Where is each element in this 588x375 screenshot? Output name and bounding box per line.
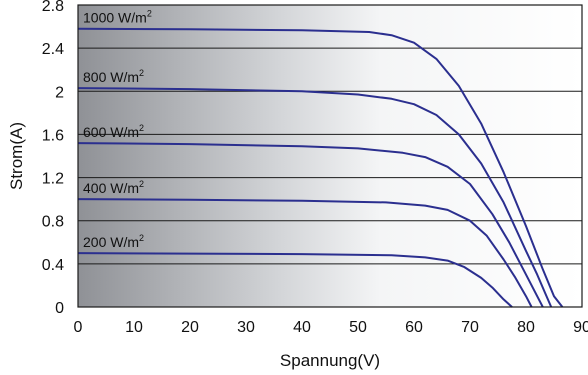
series-label-text: 800 W/m (83, 69, 139, 85)
y-tick-label: 2.4 (42, 41, 64, 58)
y-tick-label: 2 (55, 84, 64, 101)
y-tick-label: 0.4 (42, 257, 64, 274)
series-label-text: 400 W/m (83, 180, 139, 196)
x-tick-label: 80 (517, 319, 535, 336)
series-label: 800 W/m2 (83, 68, 144, 85)
y-tick-label: 2.8 (42, 0, 64, 15)
x-tick-label: 40 (293, 319, 311, 336)
y-tick-label: 1.6 (42, 127, 64, 144)
series-label: 200 W/m2 (83, 233, 144, 250)
x-tick-label: 10 (125, 319, 143, 336)
series-label-superscript: 2 (139, 123, 144, 133)
x-tick-label: 20 (181, 319, 199, 336)
series-label: 400 W/m2 (83, 179, 144, 196)
x-tick-label: 50 (349, 319, 367, 336)
curves (77, 27, 564, 308)
curve-line (77, 142, 544, 308)
series-label: 1000 W/m2 (83, 9, 152, 26)
x-tick-label: 70 (461, 319, 479, 336)
plot-area (78, 5, 582, 307)
plot-frame (77, 4, 583, 308)
x-tick-label: 30 (237, 319, 255, 336)
series-label-superscript: 2 (147, 9, 152, 19)
y-tick-label: 0 (55, 300, 64, 317)
series-label-text: 1000 W/m (83, 10, 147, 26)
series-label-superscript: 2 (139, 68, 144, 78)
curve-line (77, 252, 513, 308)
y-tick-label: 0.8 (42, 214, 64, 231)
curve-line (77, 87, 553, 308)
x-tick-label: 90 (573, 319, 588, 336)
x-tick-label: 60 (405, 319, 423, 336)
curve-line (77, 198, 533, 308)
series-label-text: 600 W/m (83, 124, 139, 140)
series-label-text: 200 W/m (83, 234, 139, 250)
y-tick-label: 1.2 (42, 171, 64, 188)
y-axis-title: Strom(A) (7, 122, 26, 190)
grid-lines (78, 4, 582, 308)
series-label-superscript: 2 (139, 179, 144, 189)
x-tick-labels: 0 10 20 30 40 50 60 70 80 90 (74, 319, 588, 336)
x-axis-title: Spannung(V) (280, 351, 380, 370)
y-tick-labels: 0 0.4 0.8 1.2 1.6 2 2.4 2.8 (42, 0, 64, 317)
series-label-superscript: 2 (139, 233, 144, 243)
series-label: 600 W/m2 (83, 123, 144, 140)
x-tick-label: 0 (74, 319, 83, 336)
curve-line (77, 27, 564, 308)
